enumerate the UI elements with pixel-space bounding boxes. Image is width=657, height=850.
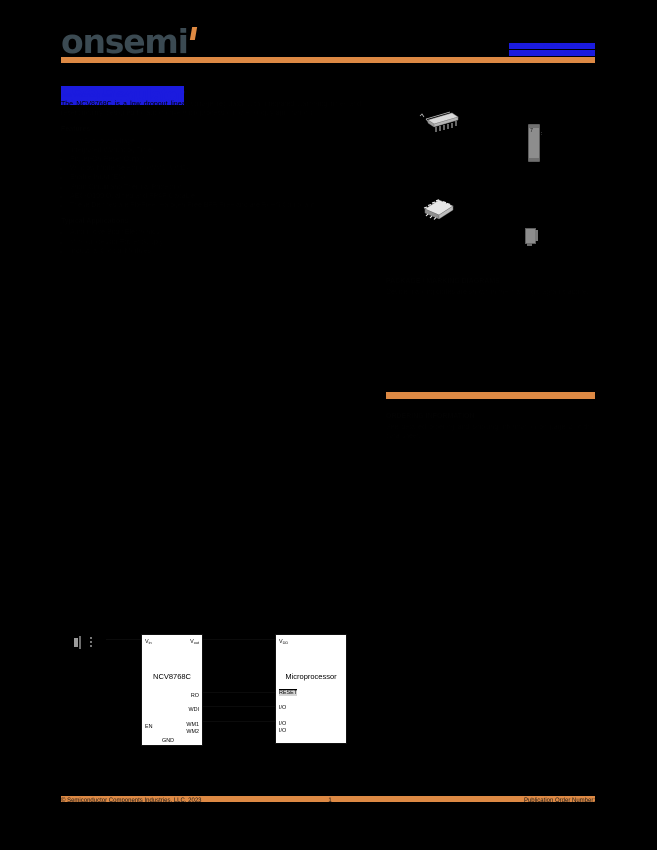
pin-reset: RESET <box>279 689 297 696</box>
pin-vin: Vin <box>145 639 152 645</box>
device-marking-note: Device marking codes are shown in the ma… <box>386 289 589 297</box>
marking-diagram-soic: 7 : <box>528 124 542 162</box>
header-link-part-number[interactable]: NCV8768C <box>509 50 595 56</box>
marking-foot <box>527 243 532 246</box>
list-item: These Devices are Pb-Free, Halogen Free/… <box>70 201 361 210</box>
wire-wm1-io <box>203 721 275 722</box>
wire-source-vin <box>106 639 141 640</box>
pin-en: EN <box>145 724 153 730</box>
header-link-website[interactable]: www.onsemi.com <box>509 43 595 49</box>
marking-top-cap <box>529 125 539 128</box>
onsemi-logo[interactable]: onsemi <box>61 22 211 61</box>
marking-side-tab <box>535 230 538 241</box>
ordering-note: See detailed ordering and shipping infor… <box>386 424 595 441</box>
footer-page-number: 1 <box>328 798 332 804</box>
footer-copyright: © Semiconductor Components Industries, L… <box>61 798 202 804</box>
pin-gnd: GND <box>162 738 174 744</box>
right-body-column: PACKAGE / MARKING DIAGRAMS Device markin… <box>386 270 595 297</box>
marking-pin-dots: : <box>540 131 542 137</box>
packages-heading: PACKAGE / MARKING DIAGRAMS <box>386 278 500 285</box>
voltage-source-symbol <box>72 636 106 656</box>
pin-wm2: WM2 <box>186 729 199 735</box>
pin-io-1: I/O <box>279 705 287 711</box>
footer-orange-rule <box>61 796 595 802</box>
list-item: Window Mode Selection (WM1, WM2) <box>70 164 361 173</box>
wire-wdi-io <box>203 706 275 707</box>
microprocessor-block: VDD Microprocessor RESET I/O I/O I/O <box>275 634 347 744</box>
pin-wdi: WDI <box>188 707 199 713</box>
features-heading: Features <box>61 126 91 134</box>
header-links: www.onsemi.com NCV8768C <box>509 43 595 56</box>
list-item: Industrial Control Modules <box>70 247 361 256</box>
ordering-info-orange-rule <box>386 392 595 399</box>
list-item: Short Circuit and Thermal Protection <box>70 183 361 192</box>
ordering-information-block: ORDERING INFORMATION See detailed orderi… <box>386 405 595 442</box>
wire-ro-reset <box>203 692 275 693</box>
marking-code-text: 7 <box>530 128 534 134</box>
typical-application-diagram: Vin Vout NCV8768C RO WDI EN WM1 WM2 GND … <box>61 628 361 753</box>
pin-wm1: WM1 <box>186 722 199 728</box>
applications-list: Automotive Body Electronics Microprocess… <box>70 228 361 256</box>
regulator-block: Vin Vout NCV8768C RO WDI EN WM1 WM2 GND <box>141 634 203 746</box>
regulator-block-title: NCV8768C <box>153 672 191 681</box>
list-item: Integrated Watchdog Timer <box>70 146 361 155</box>
onsemi-wordmark: onsemi <box>61 22 189 61</box>
soic-package-illustration <box>419 111 459 132</box>
pin-ro: RO <box>190 693 199 699</box>
marking-bottom-cap <box>529 158 539 161</box>
wire-vout-vdd <box>203 639 275 640</box>
ordering-heading: ORDERING INFORMATION <box>386 413 475 420</box>
marking-diagram-dfn <box>525 228 538 246</box>
dfn-package-illustration <box>423 199 454 220</box>
pin-vout: Vout <box>190 639 199 645</box>
list-item: Enable Input (EN) <box>70 173 361 182</box>
pin-io-3: I/O <box>279 728 287 734</box>
microprocessor-block-title: Microprocessor <box>285 672 337 681</box>
pin-io-2: I/O <box>279 721 287 727</box>
left-body-column: The NCV8768C is a low dropout linear vol… <box>61 100 361 256</box>
features-list: Low Dropout Voltage Integrated Watchdog … <box>70 137 361 211</box>
footer-publication-order: Publication Order Number: <box>523 798 595 804</box>
intro-paragraph: The NCV8768C is a low dropout linear vol… <box>61 101 361 118</box>
list-item: Power-On Reset Output <box>70 155 361 164</box>
header-orange-rule <box>61 57 595 63</box>
list-item: Low Dropout Voltage <box>70 137 361 146</box>
applications-heading: Typical Applications <box>61 218 129 226</box>
pin-vdd: VDD <box>279 639 289 645</box>
list-item: Automotive Body Electronics <box>70 228 361 237</box>
list-item: AEC-Q100 Qualified and PPAP Capable <box>70 192 361 201</box>
list-item: Microprocessor Power Supply <box>70 238 361 247</box>
page-subtitle: with Watchdog and Reset <box>61 93 130 99</box>
